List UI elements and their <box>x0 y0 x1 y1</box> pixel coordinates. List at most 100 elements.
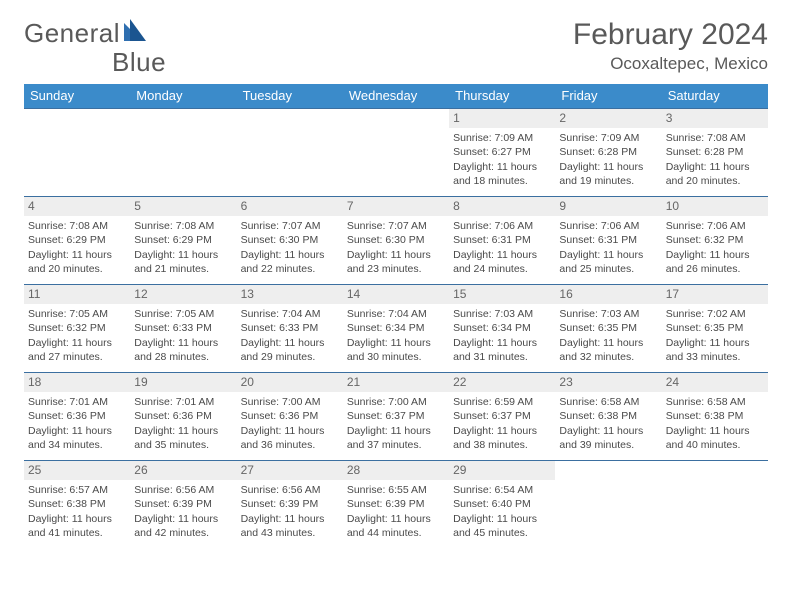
sunrise-line: Sunrise: 7:01 AM <box>28 395 126 409</box>
calendar-day-cell: 29Sunrise: 6:54 AMSunset: 6:40 PMDayligh… <box>449 461 555 549</box>
sunrise-line: Sunrise: 7:00 AM <box>241 395 339 409</box>
sunset-line: Sunset: 6:40 PM <box>453 497 551 511</box>
calendar-day-cell: 18Sunrise: 7:01 AMSunset: 6:36 PMDayligh… <box>24 373 130 461</box>
sunset-line: Sunset: 6:30 PM <box>347 233 445 247</box>
sunset-line: Sunset: 6:38 PM <box>666 409 764 423</box>
daylight-line: Daylight: 11 hours and 29 minutes. <box>241 336 339 364</box>
weekday-header: Thursday <box>449 84 555 109</box>
daylight-line: Daylight: 11 hours and 44 minutes. <box>347 512 445 540</box>
daylight-line: Daylight: 11 hours and 22 minutes. <box>241 248 339 276</box>
day-number: 14 <box>343 285 449 304</box>
daylight-line: Daylight: 11 hours and 26 minutes. <box>666 248 764 276</box>
day-number: 25 <box>24 461 130 480</box>
sunset-line: Sunset: 6:35 PM <box>666 321 764 335</box>
daylight-line: Daylight: 11 hours and 20 minutes. <box>28 248 126 276</box>
day-number: 17 <box>662 285 768 304</box>
calendar-day-cell: 8Sunrise: 7:06 AMSunset: 6:31 PMDaylight… <box>449 197 555 285</box>
sunrise-line: Sunrise: 6:59 AM <box>453 395 551 409</box>
sunset-line: Sunset: 6:32 PM <box>666 233 764 247</box>
day-number: 1 <box>449 109 555 128</box>
sunrise-line: Sunrise: 7:04 AM <box>241 307 339 321</box>
sunset-line: Sunset: 6:28 PM <box>559 145 657 159</box>
sunrise-line: Sunrise: 7:07 AM <box>347 219 445 233</box>
daylight-line: Daylight: 11 hours and 35 minutes. <box>134 424 232 452</box>
calendar-day-cell: 19Sunrise: 7:01 AMSunset: 6:36 PMDayligh… <box>130 373 236 461</box>
day-number: 7 <box>343 197 449 216</box>
sunset-line: Sunset: 6:28 PM <box>666 145 764 159</box>
daylight-line: Daylight: 11 hours and 45 minutes. <box>453 512 551 540</box>
calendar-day-cell: 14Sunrise: 7:04 AMSunset: 6:34 PMDayligh… <box>343 285 449 373</box>
day-number: 10 <box>662 197 768 216</box>
calendar-empty-cell: . <box>237 109 343 197</box>
brand-word-general: General <box>24 18 120 49</box>
day-number: 22 <box>449 373 555 392</box>
calendar-day-cell: 7Sunrise: 7:07 AMSunset: 6:30 PMDaylight… <box>343 197 449 285</box>
calendar-body: ....1Sunrise: 7:09 AMSunset: 6:27 PMDayl… <box>24 109 768 549</box>
day-number: 4 <box>24 197 130 216</box>
daylight-line: Daylight: 11 hours and 39 minutes. <box>559 424 657 452</box>
brand-word-blue: Blue <box>112 47 166 78</box>
calendar-day-cell: 27Sunrise: 6:56 AMSunset: 6:39 PMDayligh… <box>237 461 343 549</box>
sunset-line: Sunset: 6:34 PM <box>347 321 445 335</box>
calendar-empty-cell: . <box>555 461 661 549</box>
sunrise-line: Sunrise: 7:05 AM <box>28 307 126 321</box>
day-number: 23 <box>555 373 661 392</box>
daylight-line: Daylight: 11 hours and 40 minutes. <box>666 424 764 452</box>
day-number: 18 <box>24 373 130 392</box>
sunset-line: Sunset: 6:27 PM <box>453 145 551 159</box>
sunrise-line: Sunrise: 6:58 AM <box>666 395 764 409</box>
weekday-header: Friday <box>555 84 661 109</box>
calendar-day-cell: 3Sunrise: 7:08 AMSunset: 6:28 PMDaylight… <box>662 109 768 197</box>
daylight-line: Daylight: 11 hours and 42 minutes. <box>134 512 232 540</box>
sunrise-line: Sunrise: 7:03 AM <box>453 307 551 321</box>
sunset-line: Sunset: 6:33 PM <box>241 321 339 335</box>
day-number: 5 <box>130 197 236 216</box>
day-number: 28 <box>343 461 449 480</box>
sunrise-line: Sunrise: 7:03 AM <box>559 307 657 321</box>
day-number: 19 <box>130 373 236 392</box>
day-number: 12 <box>130 285 236 304</box>
sunset-line: Sunset: 6:30 PM <box>241 233 339 247</box>
month-title: February 2024 <box>573 18 768 52</box>
calendar-day-cell: 28Sunrise: 6:55 AMSunset: 6:39 PMDayligh… <box>343 461 449 549</box>
day-number: 6 <box>237 197 343 216</box>
day-number: 13 <box>237 285 343 304</box>
sunrise-line: Sunrise: 6:56 AM <box>134 483 232 497</box>
sunrise-line: Sunrise: 7:02 AM <box>666 307 764 321</box>
daylight-line: Daylight: 11 hours and 21 minutes. <box>134 248 232 276</box>
sunset-line: Sunset: 6:38 PM <box>559 409 657 423</box>
daylight-line: Daylight: 11 hours and 25 minutes. <box>559 248 657 276</box>
calendar-day-cell: 2Sunrise: 7:09 AMSunset: 6:28 PMDaylight… <box>555 109 661 197</box>
sunset-line: Sunset: 6:31 PM <box>559 233 657 247</box>
brand-logo: General Blue <box>24 18 72 49</box>
sail-icon <box>122 19 148 48</box>
calendar-day-cell: 6Sunrise: 7:07 AMSunset: 6:30 PMDaylight… <box>237 197 343 285</box>
weekday-header: Wednesday <box>343 84 449 109</box>
sunset-line: Sunset: 6:37 PM <box>347 409 445 423</box>
daylight-line: Daylight: 11 hours and 43 minutes. <box>241 512 339 540</box>
sunrise-line: Sunrise: 7:08 AM <box>666 131 764 145</box>
day-number: 26 <box>130 461 236 480</box>
calendar-day-cell: 24Sunrise: 6:58 AMSunset: 6:38 PMDayligh… <box>662 373 768 461</box>
daylight-line: Daylight: 11 hours and 34 minutes. <box>28 424 126 452</box>
calendar-day-cell: 17Sunrise: 7:02 AMSunset: 6:35 PMDayligh… <box>662 285 768 373</box>
sunrise-line: Sunrise: 7:08 AM <box>134 219 232 233</box>
weekday-header: Saturday <box>662 84 768 109</box>
calendar-day-cell: 4Sunrise: 7:08 AMSunset: 6:29 PMDaylight… <box>24 197 130 285</box>
calendar-day-cell: 16Sunrise: 7:03 AMSunset: 6:35 PMDayligh… <box>555 285 661 373</box>
weekday-header: Monday <box>130 84 236 109</box>
sunrise-line: Sunrise: 6:55 AM <box>347 483 445 497</box>
daylight-line: Daylight: 11 hours and 41 minutes. <box>28 512 126 540</box>
daylight-line: Daylight: 11 hours and 30 minutes. <box>347 336 445 364</box>
sunrise-line: Sunrise: 6:57 AM <box>28 483 126 497</box>
sunset-line: Sunset: 6:39 PM <box>241 497 339 511</box>
day-number: 16 <box>555 285 661 304</box>
location-subtitle: Ocoxaltepec, Mexico <box>573 54 768 74</box>
page-header: General Blue February 2024 Ocoxaltepec, … <box>24 18 768 74</box>
weekday-header: Sunday <box>24 84 130 109</box>
sunrise-line: Sunrise: 6:54 AM <box>453 483 551 497</box>
calendar-table: SundayMondayTuesdayWednesdayThursdayFrid… <box>24 84 768 549</box>
day-number: 27 <box>237 461 343 480</box>
daylight-line: Daylight: 11 hours and 38 minutes. <box>453 424 551 452</box>
daylight-line: Daylight: 11 hours and 20 minutes. <box>666 160 764 188</box>
